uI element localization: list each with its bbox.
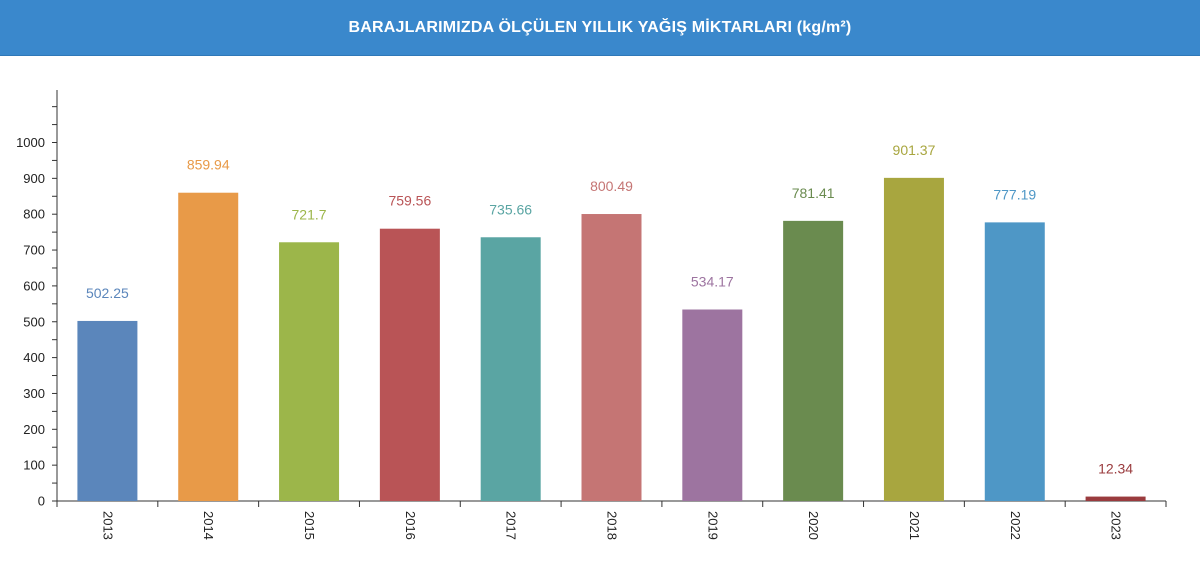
value-label-2018: 800.49: [590, 178, 633, 194]
value-label-2015: 721.7: [292, 206, 327, 222]
bar-2020[interactable]: [783, 220, 844, 502]
value-label-2019: 534.17: [691, 274, 734, 290]
bar-2015[interactable]: [279, 242, 340, 501]
x-axis: 2013 2014 2015 2016 2017 2018 2019 2020 2021 2022…: [56, 500, 1167, 540]
y-tick-label: 800: [23, 207, 45, 222]
bar-2023[interactable]: [1085, 496, 1146, 501]
x-tick-label-2022: 2022: [1008, 511, 1023, 540]
x-tick-label-2016: 2016: [403, 511, 418, 540]
y-tick-label: 700: [23, 243, 45, 258]
bar-2013[interactable]: [77, 320, 138, 501]
value-label-2014: 859.94: [187, 157, 230, 173]
y-tick-label: 0: [38, 494, 45, 509]
y-tick-label: 400: [23, 350, 45, 365]
y-tick-label: 1000: [16, 135, 45, 150]
y-tick-label: 600: [23, 278, 45, 293]
x-tick-label-2023: 2023: [1109, 511, 1124, 540]
y-axis: 0 100 200 300 400 500 600 700 800 900 1000: [16, 90, 58, 509]
chart-header: BARAJLARIMIZDA ÖLÇÜLEN YILLIK YAĞIŞ MİKT…: [0, 0, 1200, 56]
x-tick-label-2018: 2018: [605, 511, 620, 540]
x-tick-label-2021: 2021: [907, 511, 922, 540]
value-label-2022: 777.19: [993, 186, 1036, 202]
bar-2018[interactable]: [581, 214, 642, 501]
bars: [77, 177, 1146, 502]
x-tick-label-2017: 2017: [504, 511, 519, 540]
x-tick-label-2013: 2013: [100, 511, 115, 540]
y-tick-label: 300: [23, 386, 45, 401]
value-label-2013: 502.25: [86, 285, 129, 301]
value-label-2016: 759.56: [388, 193, 431, 209]
x-tick-label-2019: 2019: [705, 511, 720, 540]
value-label-2023: 12.34: [1098, 461, 1133, 477]
y-tick-label: 200: [23, 422, 45, 437]
bar-2014[interactable]: [178, 192, 239, 501]
y-tick-label: 900: [23, 171, 45, 186]
y-tick-label: 100: [23, 458, 45, 473]
value-label-2021: 901.37: [893, 142, 936, 158]
y-tick-label: 500: [23, 314, 45, 329]
x-tick-label-2020: 2020: [806, 511, 821, 540]
bar-2019[interactable]: [682, 309, 743, 501]
value-labels: 502.25 859.94 721.7 759.56 735.66 800.49 534.1…: [86, 142, 1133, 477]
bar-2017[interactable]: [480, 237, 541, 502]
chart-title: BARAJLARIMIZDA ÖLÇÜLEN YILLIK YAĞIŞ MİKT…: [348, 18, 852, 36]
bar-2016[interactable]: [379, 228, 440, 501]
x-tick-label-2015: 2015: [302, 511, 317, 540]
bar-2021[interactable]: [883, 177, 944, 501]
x-tick-label-2014: 2014: [201, 511, 216, 540]
bar-2022[interactable]: [984, 222, 1045, 501]
value-label-2020: 781.41: [792, 185, 835, 201]
value-label-2017: 735.66: [489, 201, 532, 217]
